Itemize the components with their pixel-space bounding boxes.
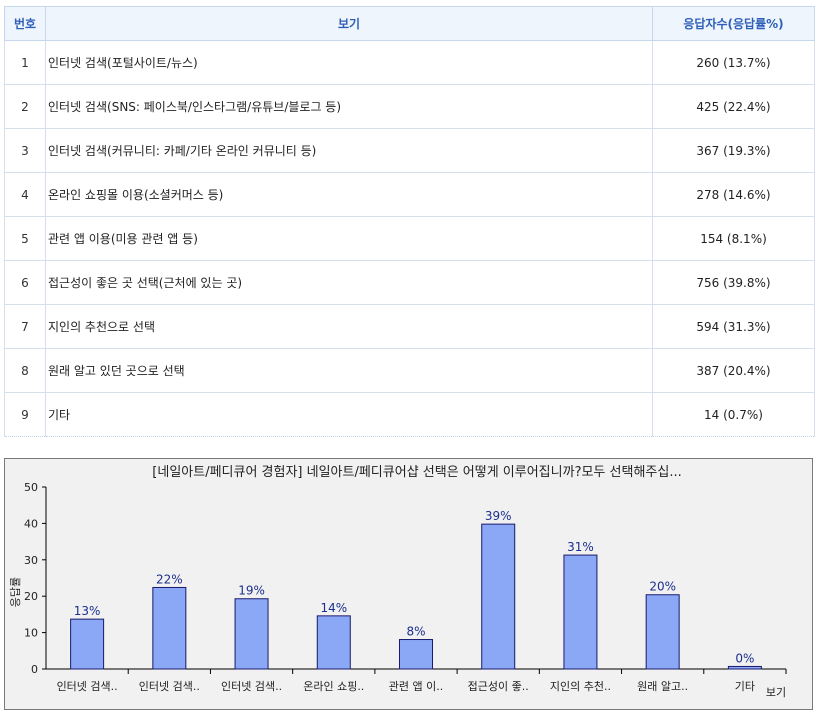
row-count: 425 (22.4%) <box>652 84 815 129</box>
category-label: 기타 <box>735 680 755 693</box>
bar <box>234 598 269 670</box>
data-label: 31% <box>567 540 594 554</box>
data-label: 14% <box>320 601 347 615</box>
row-number: 3 <box>4 128 46 173</box>
row-number: 7 <box>4 304 46 349</box>
row-number: 2 <box>4 84 46 129</box>
bar-chart-panel: [네일아트/페디큐어 경험자] 네일아트/페디큐어샵 선택은 어떻게 이루어집니… <box>4 458 813 710</box>
chart-title: [네일아트/페디큐어 경험자] 네일아트/페디큐어샵 선택은 어떻게 이루어집니… <box>152 465 681 480</box>
data-label: 8% <box>406 625 425 639</box>
y-axis-title: 응답률 <box>9 577 22 607</box>
row-option: 지인의 추천으로 선택 <box>45 304 653 349</box>
category-label: 인터넷 검색.. <box>221 680 282 693</box>
bar <box>70 618 105 670</box>
row-number: 8 <box>4 348 46 393</box>
y-tick-label: 40 <box>24 517 38 530</box>
table-row: 9 기타 14 (0.7%) <box>4 392 815 437</box>
x-axis-title: 보기 <box>766 686 786 699</box>
data-label: 13% <box>74 604 101 618</box>
category-label: 인터넷 검색.. <box>57 680 118 693</box>
table-row: 1 인터넷 검색(포털사이트/뉴스) 260 (13.7%) <box>4 40 815 85</box>
table-row: 4 온라인 쇼핑몰 이용(소셜커머스 등) 278 (14.6%) <box>4 172 815 217</box>
table-row: 6 접근성이 좋은 곳 선택(근처에 있는 곳) 756 (39.8%) <box>4 260 815 305</box>
table-header-row: 번호 보기 응답자수(응답률%) <box>4 6 815 41</box>
row-number: 6 <box>4 260 46 305</box>
bar <box>152 586 187 670</box>
table-row: 2 인터넷 검색(SNS: 페이스북/인스타그램/유튜브/블로그 등) 425 … <box>4 84 815 129</box>
table-row: 3 인터넷 검색(커뮤니티: 카페/기타 온라인 커뮤니티 등) 367 (19… <box>4 128 815 173</box>
bar-chart: [네일아트/페디큐어 경험자] 네일아트/페디큐어샵 선택은 어떻게 이루어집니… <box>9 465 787 699</box>
row-option: 원래 알고 있던 곳으로 선택 <box>45 348 653 393</box>
category-label: 온라인 쇼핑.. <box>303 680 364 693</box>
row-count: 594 (31.3%) <box>652 304 815 349</box>
category-label: 원래 알고.. <box>637 679 688 693</box>
row-number: 1 <box>4 40 46 85</box>
table-row: 5 관련 앱 이용(미용 관련 앱 등) 154 (8.1%) <box>4 216 815 261</box>
bar <box>481 523 516 670</box>
y-tick-label: 30 <box>24 554 38 567</box>
row-count: 278 (14.6%) <box>652 172 815 217</box>
bar <box>563 554 598 670</box>
row-count: 14 (0.7%) <box>652 392 815 437</box>
row-count: 387 (20.4%) <box>652 348 815 393</box>
row-number: 5 <box>4 216 46 261</box>
data-label: 0% <box>735 651 754 665</box>
row-option: 인터넷 검색(SNS: 페이스북/인스타그램/유튜브/블로그 등) <box>45 84 653 129</box>
table-row: 8 원래 알고 있던 곳으로 선택 387 (20.4%) <box>4 348 815 393</box>
row-option: 기타 <box>45 392 653 437</box>
row-option: 접근성이 좋은 곳 선택(근처에 있는 곳) <box>45 260 653 305</box>
row-count: 367 (19.3%) <box>652 128 815 173</box>
category-label: 접근성이 좋.. <box>468 680 529 693</box>
row-number: 4 <box>4 172 46 217</box>
row-option: 관련 앱 이용(미용 관련 앱 등) <box>45 216 653 261</box>
header-option: 보기 <box>45 6 653 41</box>
category-label: 관련 앱 이.. <box>389 680 443 693</box>
row-option: 인터넷 검색(커뮤니티: 카페/기타 온라인 커뮤니티 등) <box>45 128 653 173</box>
y-tick-label: 10 <box>24 627 38 640</box>
bar <box>399 639 433 670</box>
data-label: 20% <box>649 580 676 594</box>
table-row: 7 지인의 추천으로 선택 594 (31.3%) <box>4 304 815 349</box>
row-option: 인터넷 검색(포털사이트/뉴스) <box>45 40 653 85</box>
data-label: 22% <box>156 572 183 586</box>
response-table: 번호 보기 응답자수(응답률%) 1 인터넷 검색(포털사이트/뉴스) 260 … <box>4 6 815 437</box>
data-label: 39% <box>485 509 512 523</box>
row-count: 154 (8.1%) <box>652 216 815 261</box>
data-label: 19% <box>238 584 265 598</box>
category-label: 지인의 추천.. <box>550 679 611 693</box>
y-tick-label: 0 <box>31 663 38 676</box>
y-tick-label: 20 <box>24 590 38 603</box>
header-count: 응답자수(응답률%) <box>652 6 815 41</box>
bar <box>316 615 351 670</box>
row-number: 9 <box>4 392 46 437</box>
y-tick-label: 50 <box>24 481 38 494</box>
row-option: 온라인 쇼핑몰 이용(소셜커머스 등) <box>45 172 653 217</box>
bar <box>645 594 680 670</box>
row-count: 756 (39.8%) <box>652 260 815 305</box>
bar <box>727 665 762 670</box>
category-label: 인터넷 검색.. <box>139 680 200 693</box>
row-count: 260 (13.7%) <box>652 40 815 85</box>
header-number: 번호 <box>4 6 46 41</box>
